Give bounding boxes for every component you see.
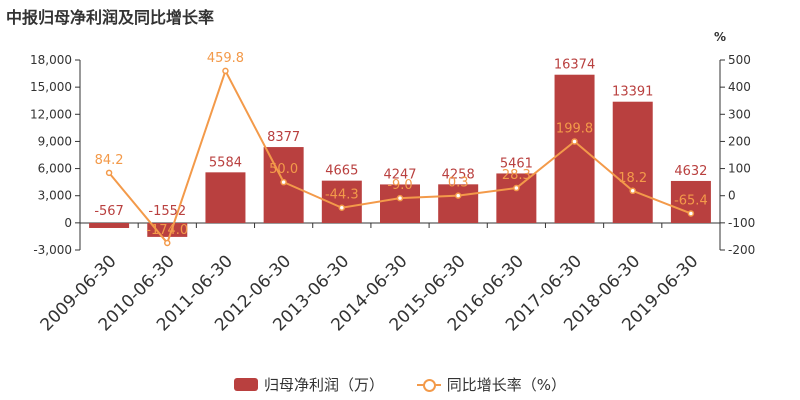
bar-value-label: -567 (94, 204, 124, 219)
right-y-tick-label: 500 (728, 53, 751, 67)
growth-rate-point (571, 138, 578, 145)
legend-item-bar[interactable]: 归母净利润（万） (233, 374, 384, 395)
growth-rate-point (687, 210, 695, 217)
right-axis-unit: % (714, 30, 727, 44)
growth-rate-point (396, 194, 404, 202)
left-y-tick-label: 0 (64, 216, 72, 230)
growth-rate-point (105, 169, 113, 177)
left-y-tick-label: 15,000 (30, 80, 72, 94)
growth-rate-label: 18.2 (618, 171, 647, 186)
bar (147, 223, 188, 237)
growth-rate-point (629, 187, 636, 195)
legend-line-swatch (416, 378, 441, 392)
bar-value-label: 5584 (209, 155, 242, 170)
right-y-tick-label: 200 (728, 134, 751, 148)
legend-bar-label: 归母净利润（万） (263, 376, 384, 394)
growth-rate-label: 50.0 (269, 162, 298, 177)
legend-line-label: 同比增长率（%） (446, 376, 567, 394)
growth-rate-label: 199.8 (556, 121, 593, 136)
left-y-tick-label: -3,000 (33, 243, 72, 257)
bar-value-label: 4632 (674, 164, 707, 179)
bar (554, 74, 595, 223)
left-y-tick-label: 18,000 (30, 53, 72, 67)
growth-rate-point (513, 184, 520, 192)
left-y-tick-label: 9,000 (38, 134, 72, 148)
growth-rate-point (280, 178, 287, 186)
growth-rate-label: 28.3 (502, 168, 531, 183)
bar-value-label: 4258 (442, 167, 475, 182)
bar (205, 172, 246, 223)
growth-rate-point (164, 239, 171, 247)
right-y-tick-label: 300 (728, 107, 751, 121)
bar (380, 184, 420, 223)
bar (496, 173, 537, 223)
bar-value-label: 8377 (267, 130, 300, 145)
legend: 归母净利润（万） 同比增长率（%） (0, 374, 800, 395)
left-y-tick-label: 6,000 (38, 162, 72, 176)
bar (89, 223, 130, 228)
legend-bar-swatch (233, 378, 258, 391)
bar-value-label: 13391 (612, 85, 653, 100)
bar (612, 101, 653, 223)
legend-item-line[interactable]: 同比增长率（%） (416, 374, 567, 395)
growth-rate-point (454, 192, 462, 199)
growth-rate-label: -44.3 (325, 188, 359, 203)
growth-rate-label: 84.2 (95, 153, 124, 168)
growth-rate-point (338, 204, 346, 211)
growth-rate-label: -65.4 (674, 193, 708, 208)
bar-value-label: 4665 (325, 164, 358, 179)
growth-rate-label: -9.0 (387, 178, 412, 193)
growth-rate-label: 0.3 (448, 176, 469, 191)
right-y-tick-label: -200 (728, 243, 755, 257)
bar-value-label: 4247 (383, 167, 416, 182)
growth-rate-label: 459.8 (207, 51, 244, 66)
right-y-tick-label: 400 (728, 80, 751, 94)
chart-title: 中报归母净利润及同比增长率 (6, 8, 215, 27)
bar-value-label: 16374 (554, 58, 595, 73)
right-y-tick-label: 0 (728, 189, 736, 203)
growth-rate-label: -174.0 (146, 223, 188, 238)
bar-value-label: 5461 (500, 156, 533, 171)
growth-rate-point (222, 67, 229, 75)
right-y-tick-label: -100 (728, 216, 755, 230)
left-y-tick-label: 12,000 (30, 107, 72, 121)
right-y-tick-label: 100 (728, 162, 751, 176)
bar (438, 184, 479, 223)
left-y-tick-label: 3,000 (38, 189, 72, 203)
